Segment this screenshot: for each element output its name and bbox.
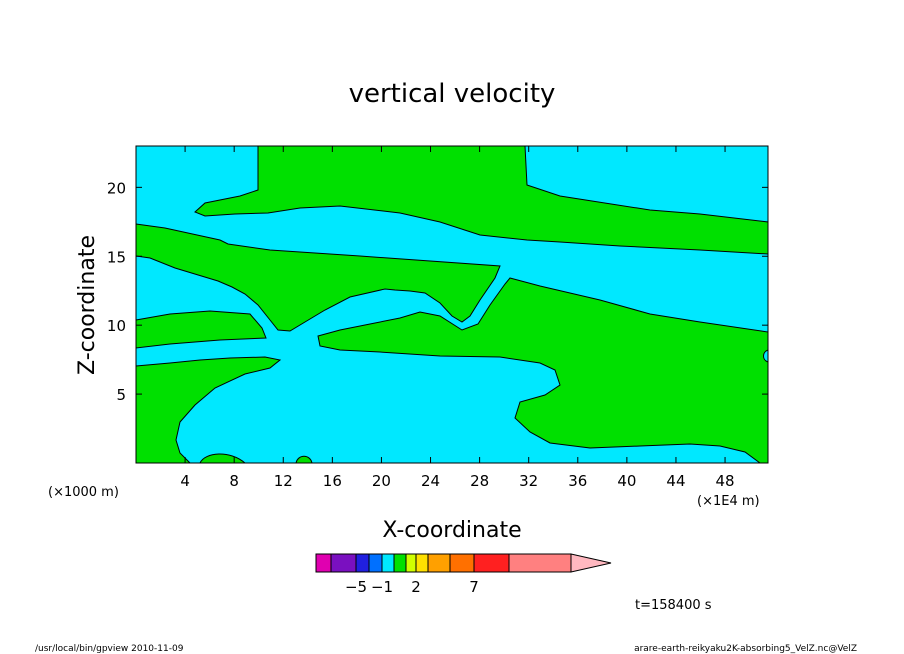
x-tick-label: 24 (421, 472, 440, 490)
colorbar-label: −5 (345, 578, 367, 596)
colorbar-label: 7 (469, 578, 479, 596)
y-axis-label: Z-coordinate (75, 235, 100, 375)
x-axis: 4 8 12 16 20 24 28 32 36 40 44 48 (180, 146, 735, 490)
y-tick-label: 5 (116, 386, 126, 404)
x-tick-label: 36 (568, 472, 587, 490)
x-tick-label: 44 (666, 472, 685, 490)
field-region-upper-left (135, 223, 501, 332)
colorbar-extend-arrow (570, 553, 612, 573)
colorbar-segment (449, 553, 475, 573)
colorbar-segment (415, 553, 429, 573)
footer-left: /usr/local/bin/gpview 2010-11-09 (35, 644, 184, 654)
plot-frame (135, 145, 769, 464)
footer-right: arare-earth-reikyaku2K-absorbing5_VelZ.n… (634, 644, 857, 654)
x-tick-label: 4 (180, 472, 190, 490)
colorbar-segment (508, 553, 572, 573)
y-tick-label: 20 (107, 179, 126, 197)
x-tick-label: 32 (519, 472, 538, 490)
colorbar-label: 2 (411, 578, 421, 596)
x-tick-label: 28 (470, 472, 489, 490)
colorbar-label: −1 (371, 578, 393, 596)
x-tick-label: 8 (229, 472, 239, 490)
field-region-top (194, 145, 769, 255)
colorbar-segment (381, 553, 395, 573)
colorbar-segment (473, 553, 510, 573)
time-label: t=158400 s (635, 598, 712, 613)
y-tick-label: 15 (107, 248, 126, 266)
colorbar-segment (355, 553, 370, 573)
colorbar-segment (330, 553, 357, 573)
colorbar-segment (405, 553, 417, 573)
colorbar-segment (393, 553, 407, 573)
colorbar-segment (315, 553, 332, 573)
chart-title: vertical velocity (349, 79, 556, 109)
y-tick-label: 10 (107, 317, 126, 335)
x-tick-label: 20 (372, 472, 391, 490)
x-axis-label: X-coordinate (382, 518, 521, 543)
colorbar-segment (427, 553, 451, 573)
y-axis: 5 10 15 20 (107, 179, 768, 404)
field-region-mid-left (135, 310, 267, 349)
x-tick-label: 48 (716, 472, 735, 490)
x-tick-label: 12 (274, 472, 293, 490)
colorbar: −5 −1 2 7 (315, 553, 612, 596)
contour-field (135, 145, 769, 464)
x-unit-left: (×1000 m) (48, 485, 119, 500)
x-tick-label: 16 (323, 472, 342, 490)
colorbar-segment (368, 553, 383, 573)
x-unit-right: (×1E4 m) (697, 494, 760, 509)
x-tick-label: 40 (617, 472, 636, 490)
